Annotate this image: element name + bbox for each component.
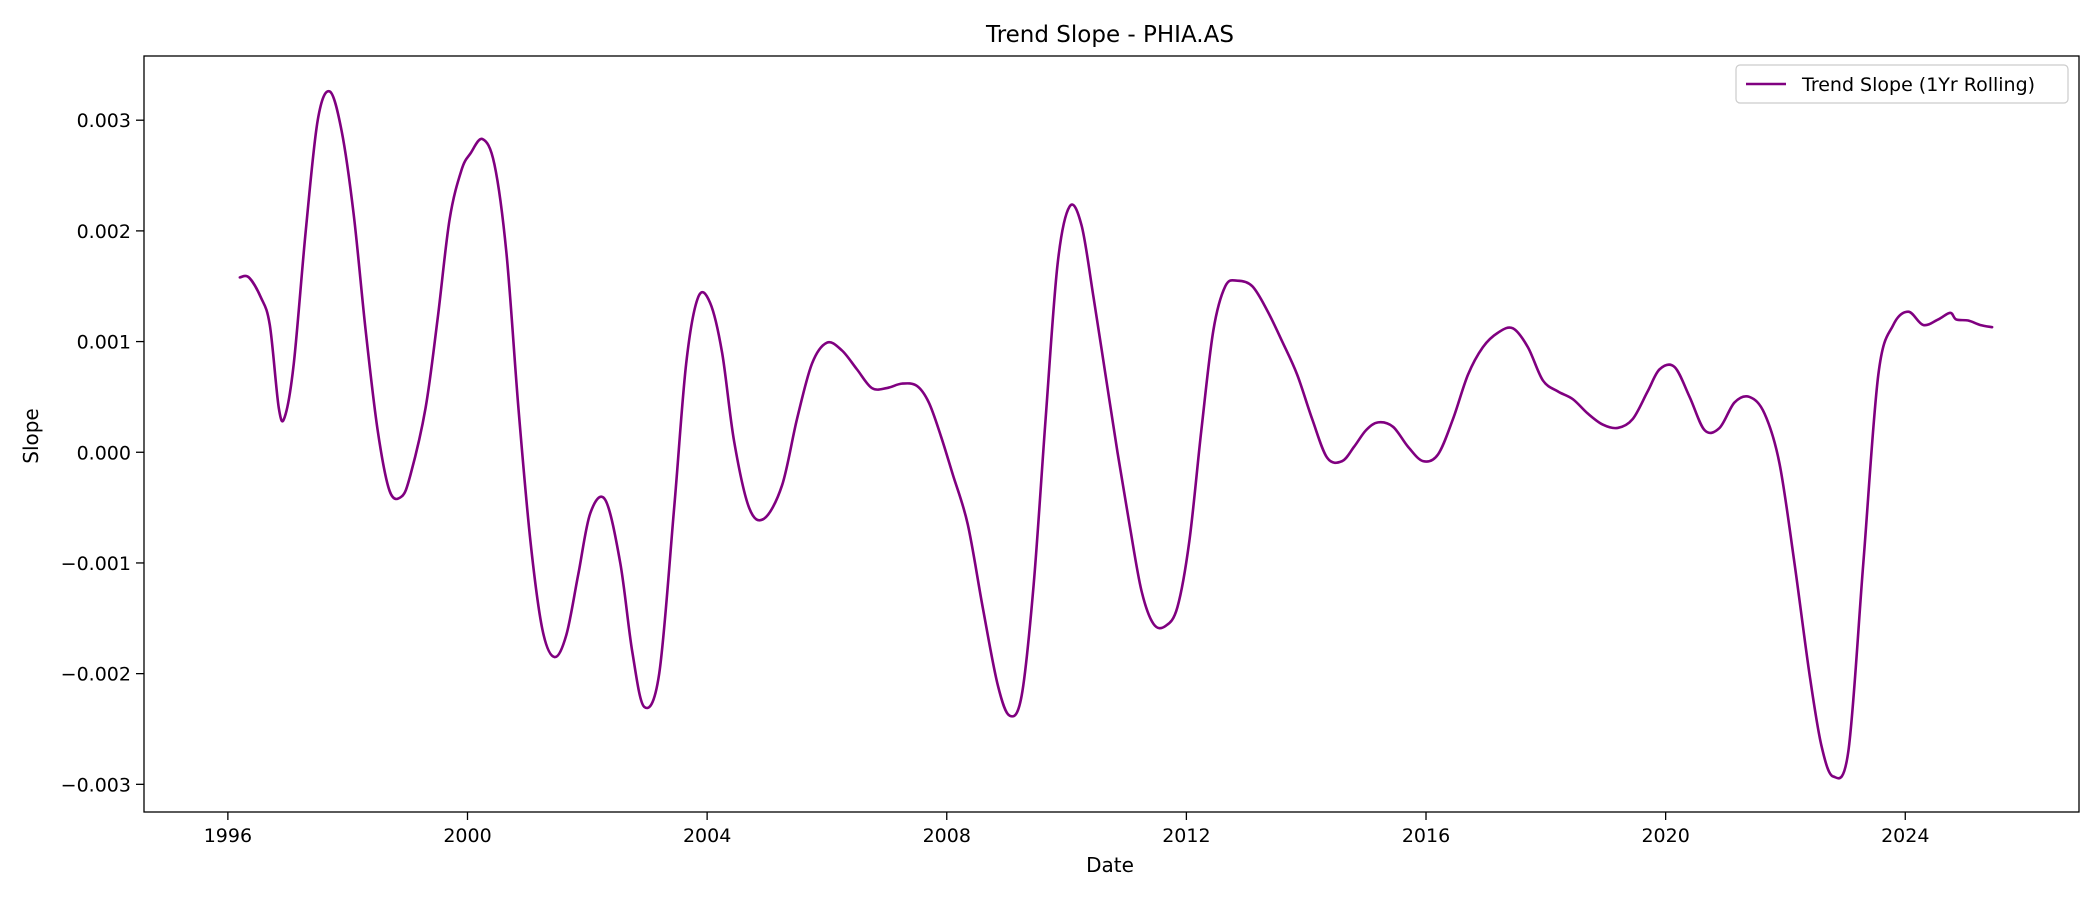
- y-tick-label: −0.002: [61, 664, 131, 686]
- x-tick-label: 2004: [683, 825, 731, 847]
- x-tick-label: 2016: [1402, 825, 1450, 847]
- y-axis-label: Slope: [19, 408, 43, 464]
- x-axis-label: Date: [1086, 853, 1134, 877]
- y-tick-label: 0.001: [77, 332, 131, 354]
- chart-title: Trend Slope - PHIA.AS: [985, 22, 1234, 48]
- x-tick-label: 2000: [443, 825, 491, 847]
- x-axis-ticks: 1996 2000 2004 2008 2012 2016 2020 2024: [204, 812, 1929, 847]
- x-tick-label: 2020: [1641, 825, 1689, 847]
- x-tick-label: 1996: [204, 825, 252, 847]
- series-line-trend-slope: [238, 89, 1994, 780]
- y-tick-label: 0.003: [77, 110, 131, 132]
- y-tick-label: 0.002: [77, 221, 131, 243]
- plot-area: [238, 89, 1994, 780]
- legend-box: [1735, 64, 2069, 104]
- y-tick-label: −0.001: [61, 553, 131, 575]
- legend: Trend Slope (1Yr Rolling): [1735, 64, 2069, 104]
- y-axis-ticks: 0.003 0.002 0.001 0.000 −0.001 −0.002 −0.003: [61, 110, 144, 796]
- x-tick-label: 2008: [923, 825, 971, 847]
- legend-entry-label: Trend Slope (1Yr Rolling): [1801, 74, 2035, 96]
- plot-frame: [143, 55, 2080, 813]
- y-tick-label: 0.000: [77, 442, 131, 464]
- y-tick-label: −0.003: [61, 774, 131, 796]
- x-tick-label: 2012: [1162, 825, 1210, 847]
- x-tick-label: 2024: [1881, 825, 1929, 847]
